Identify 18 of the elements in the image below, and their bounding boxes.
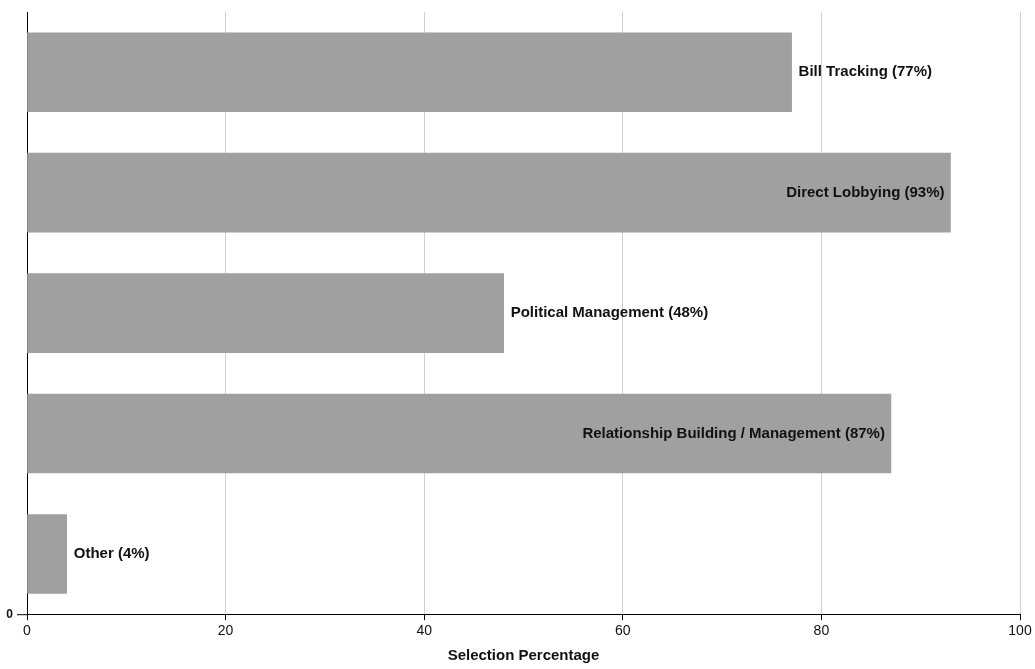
x-tick-label: 20: [217, 622, 234, 639]
bar: [27, 32, 792, 113]
x-tick-label: 80: [813, 622, 830, 639]
x-tick-label: 100: [1008, 622, 1032, 639]
bar: [27, 393, 892, 474]
data-label: Relationship Building / Management (87%): [582, 423, 885, 441]
x-tick-label: 60: [615, 622, 631, 639]
data-label: Political Management (48%): [510, 303, 709, 321]
data-label: Bill Tracking (77%): [798, 62, 932, 80]
x-axis-title: Selection Percentage: [447, 646, 600, 664]
text: 0: [6, 606, 14, 621]
x-tick-label: 0: [23, 622, 32, 639]
data-label: Other (4%): [73, 544, 150, 562]
x-tick-label: 40: [416, 622, 433, 639]
data-label: Direct Lobbying (93%): [786, 182, 945, 200]
bar: [27, 273, 504, 353]
bar: [27, 152, 951, 233]
bar: [27, 514, 68, 594]
